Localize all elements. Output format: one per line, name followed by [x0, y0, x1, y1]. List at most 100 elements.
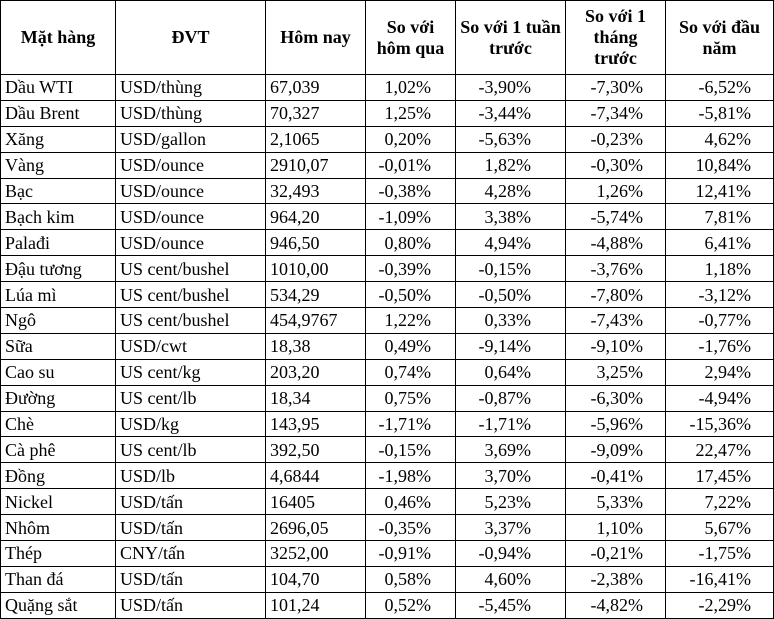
- table-cell: 16405: [265, 488, 366, 516]
- table-cell: -5,45%: [455, 591, 566, 619]
- table-cell: 1,10%: [565, 514, 666, 542]
- table-cell: 1010,00: [265, 255, 366, 283]
- table-cell: 0,49%: [365, 332, 456, 360]
- table-row: Nickel USD/tấn 16405 0,46% 5,23% 5,33% 7,22%: [0, 488, 774, 516]
- table-cell: -2,38%: [565, 565, 666, 593]
- table-row: Cà phê US cent/lb 392,50 -0,15% 3,69% -9,09% 2…: [0, 436, 774, 464]
- table-cell: 3,69%: [455, 436, 566, 464]
- table-row: Đường US cent/lb 18,34 0,75% -0,87% -6,30% -4,…: [0, 384, 774, 412]
- table-cell: Chè: [0, 410, 116, 438]
- table-row: Vàng USD/ounce 2910,07 -0,01% 1,82% -0,30% 10,…: [0, 151, 774, 179]
- table-cell: -0,21%: [565, 540, 666, 567]
- table-cell: 0,52%: [365, 591, 456, 619]
- table-cell: -0,15%: [455, 255, 566, 283]
- table-cell: 1,18%: [665, 255, 774, 283]
- table-cell: 18,38: [265, 332, 366, 360]
- table-cell: 18,34: [265, 384, 366, 412]
- table-cell: -0,01%: [365, 151, 456, 179]
- table-cell: -5,81%: [665, 99, 774, 127]
- table-cell: Palađi: [0, 229, 116, 257]
- table-cell: 32,493: [265, 177, 366, 205]
- table-cell: 392,50: [265, 436, 366, 464]
- table-cell: 0,33%: [455, 307, 566, 334]
- table-cell: -0,91%: [365, 540, 456, 567]
- table-cell: USD/thùng: [115, 99, 266, 127]
- table-cell: 4,28%: [455, 177, 566, 205]
- table-cell: -1,71%: [365, 410, 456, 438]
- table-cell: -6,52%: [665, 74, 774, 101]
- table-cell: USD/thùng: [115, 74, 266, 101]
- table-cell: 2910,07: [265, 151, 366, 179]
- table-cell: 3,70%: [455, 462, 566, 490]
- table-row: Thép CNY/tấn 3252,00 -0,91% -0,94% -0,21% -1,7…: [0, 540, 774, 567]
- table-cell: Ngô: [0, 307, 116, 334]
- table-cell: US cent/lb: [115, 436, 266, 464]
- table-row: Đồng USD/lb 4,6844 -1,98% 3,70% -0,41% 17,45%: [0, 462, 774, 490]
- table-row: Lúa mì US cent/bushel 534,29 -0,50% -0,50% -7…: [0, 281, 774, 309]
- table-row: Đậu tương US cent/bushel 1010,00 -0,39% -0,1…: [0, 255, 774, 283]
- table-cell: US cent/bushel: [115, 255, 266, 283]
- table-cell: -3,44%: [455, 99, 566, 127]
- header-cell: So với 1 tháng trước: [565, 0, 666, 75]
- table-body: Dầu WTI USD/thùng 67,039 1,02% -3,90% -7,30% -…: [0, 74, 774, 619]
- table-cell: 0,74%: [365, 358, 456, 386]
- table-row: Nhôm USD/tấn 2696,05 -0,35% 3,37% 1,10% 5,67%: [0, 514, 774, 542]
- table-cell: USD/kg: [115, 410, 266, 438]
- table-cell: -15,36%: [665, 410, 774, 438]
- table-cell: 22,47%: [665, 436, 774, 464]
- table-cell: -3,76%: [565, 255, 666, 283]
- table-cell: 6,41%: [665, 229, 774, 257]
- table-cell: 67,039: [265, 74, 366, 101]
- table-cell: Sữa: [0, 332, 116, 360]
- table-cell: -0,94%: [455, 540, 566, 567]
- table-cell: Bạc: [0, 177, 116, 205]
- table-cell: -3,90%: [455, 74, 566, 101]
- table-cell: 104,70: [265, 565, 366, 593]
- table-row: Cao su US cent/kg 203,20 0,74% 0,64% 3,25% 2,9…: [0, 358, 774, 386]
- table-cell: Xăng: [0, 125, 116, 153]
- table-cell: -0,41%: [565, 462, 666, 490]
- table-cell: 12,41%: [665, 177, 774, 205]
- table-cell: -0,50%: [365, 281, 456, 309]
- table-cell: -5,96%: [565, 410, 666, 438]
- header-cell: ĐVT: [115, 0, 266, 75]
- table-cell: -1,09%: [365, 203, 456, 231]
- table-cell: -2,29%: [665, 591, 774, 619]
- table-cell: 3,37%: [455, 514, 566, 542]
- table-cell: USD/tấn: [115, 514, 266, 542]
- table-cell: -7,30%: [565, 74, 666, 101]
- table-cell: 2,1065: [265, 125, 366, 153]
- table-cell: 454,9767: [265, 307, 366, 334]
- table-cell: 0,46%: [365, 488, 456, 516]
- table-row: Xăng USD/gallon 2,1065 0,20% -5,63% -0,23% 4,6…: [0, 125, 774, 153]
- table-cell: 534,29: [265, 281, 366, 309]
- table-cell: -0,50%: [455, 281, 566, 309]
- table-cell: Bạch kim: [0, 203, 116, 231]
- table-cell: -16,41%: [665, 565, 774, 593]
- table-cell: 4,94%: [455, 229, 566, 257]
- table-cell: 143,95: [265, 410, 366, 438]
- table-row: Quặng sắt USD/tấn 101,24 0,52% -5,45% -4,82% -…: [0, 591, 774, 619]
- table-cell: Nickel: [0, 488, 116, 516]
- table-cell: -0,30%: [565, 151, 666, 179]
- table-cell: Cà phê: [0, 436, 116, 464]
- table-cell: Lúa mì: [0, 281, 116, 309]
- table-cell: USD/lb: [115, 462, 266, 490]
- table-cell: -0,35%: [365, 514, 456, 542]
- table-cell: 1,22%: [365, 307, 456, 334]
- table-cell: -9,09%: [565, 436, 666, 464]
- table-row: Sữa USD/cwt 18,38 0,49% -9,14% -9,10% -1,76%: [0, 332, 774, 360]
- table-cell: -5,74%: [565, 203, 666, 231]
- table-cell: 1,02%: [365, 74, 456, 101]
- table-cell: 17,45%: [665, 462, 774, 490]
- table-cell: US cent/bushel: [115, 281, 266, 309]
- table-cell: USD/tấn: [115, 591, 266, 619]
- table-cell: 2,94%: [665, 358, 774, 386]
- table-cell: US cent/kg: [115, 358, 266, 386]
- header-cell: So với hôm qua: [365, 0, 456, 75]
- table-cell: Vàng: [0, 151, 116, 179]
- table-cell: -7,34%: [565, 99, 666, 127]
- table-cell: 5,33%: [565, 488, 666, 516]
- table-cell: 3,38%: [455, 203, 566, 231]
